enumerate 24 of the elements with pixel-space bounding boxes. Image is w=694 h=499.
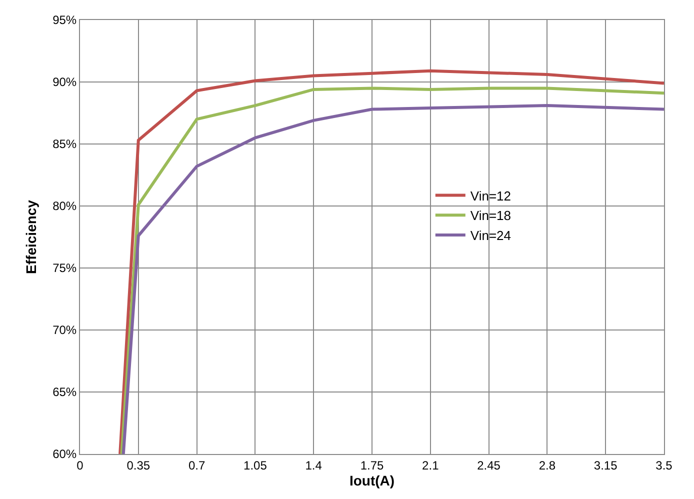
y-tick-label: 90% bbox=[52, 75, 77, 90]
x-axis-title: Iout(A) bbox=[349, 472, 395, 488]
y-tick-label: 65% bbox=[52, 385, 77, 400]
x-tick-label: 1.05 bbox=[244, 458, 268, 472]
y-tick-label: 75% bbox=[52, 261, 77, 276]
legend-label: Vin=24 bbox=[470, 228, 512, 244]
x-tick-label: 2.1 bbox=[422, 458, 440, 472]
y-tick-label: 70% bbox=[52, 323, 77, 338]
x-tick-label: 0.7 bbox=[188, 458, 206, 472]
x-tick-label: 1.75 bbox=[360, 458, 384, 472]
x-tick-label: 1.4 bbox=[305, 458, 322, 472]
y-tick-label: 60% bbox=[52, 447, 77, 462]
legend-label: Vin=12 bbox=[470, 188, 512, 204]
x-tick-label: 2.8 bbox=[538, 458, 556, 472]
x-tick-label: 3.5 bbox=[656, 458, 673, 472]
x-tick-label: 0.35 bbox=[126, 458, 150, 472]
legend-label: Vin=18 bbox=[470, 208, 512, 224]
x-tick-label: 0 bbox=[76, 458, 84, 472]
x-tick-label: 3.15 bbox=[594, 458, 618, 472]
y-axis-title: Effeiciency bbox=[23, 200, 40, 274]
y-tick-label: 95% bbox=[52, 13, 77, 28]
y-tick-label: 80% bbox=[52, 199, 77, 214]
x-tick-label: 2.45 bbox=[477, 458, 501, 472]
y-tick-label: 85% bbox=[52, 137, 77, 152]
